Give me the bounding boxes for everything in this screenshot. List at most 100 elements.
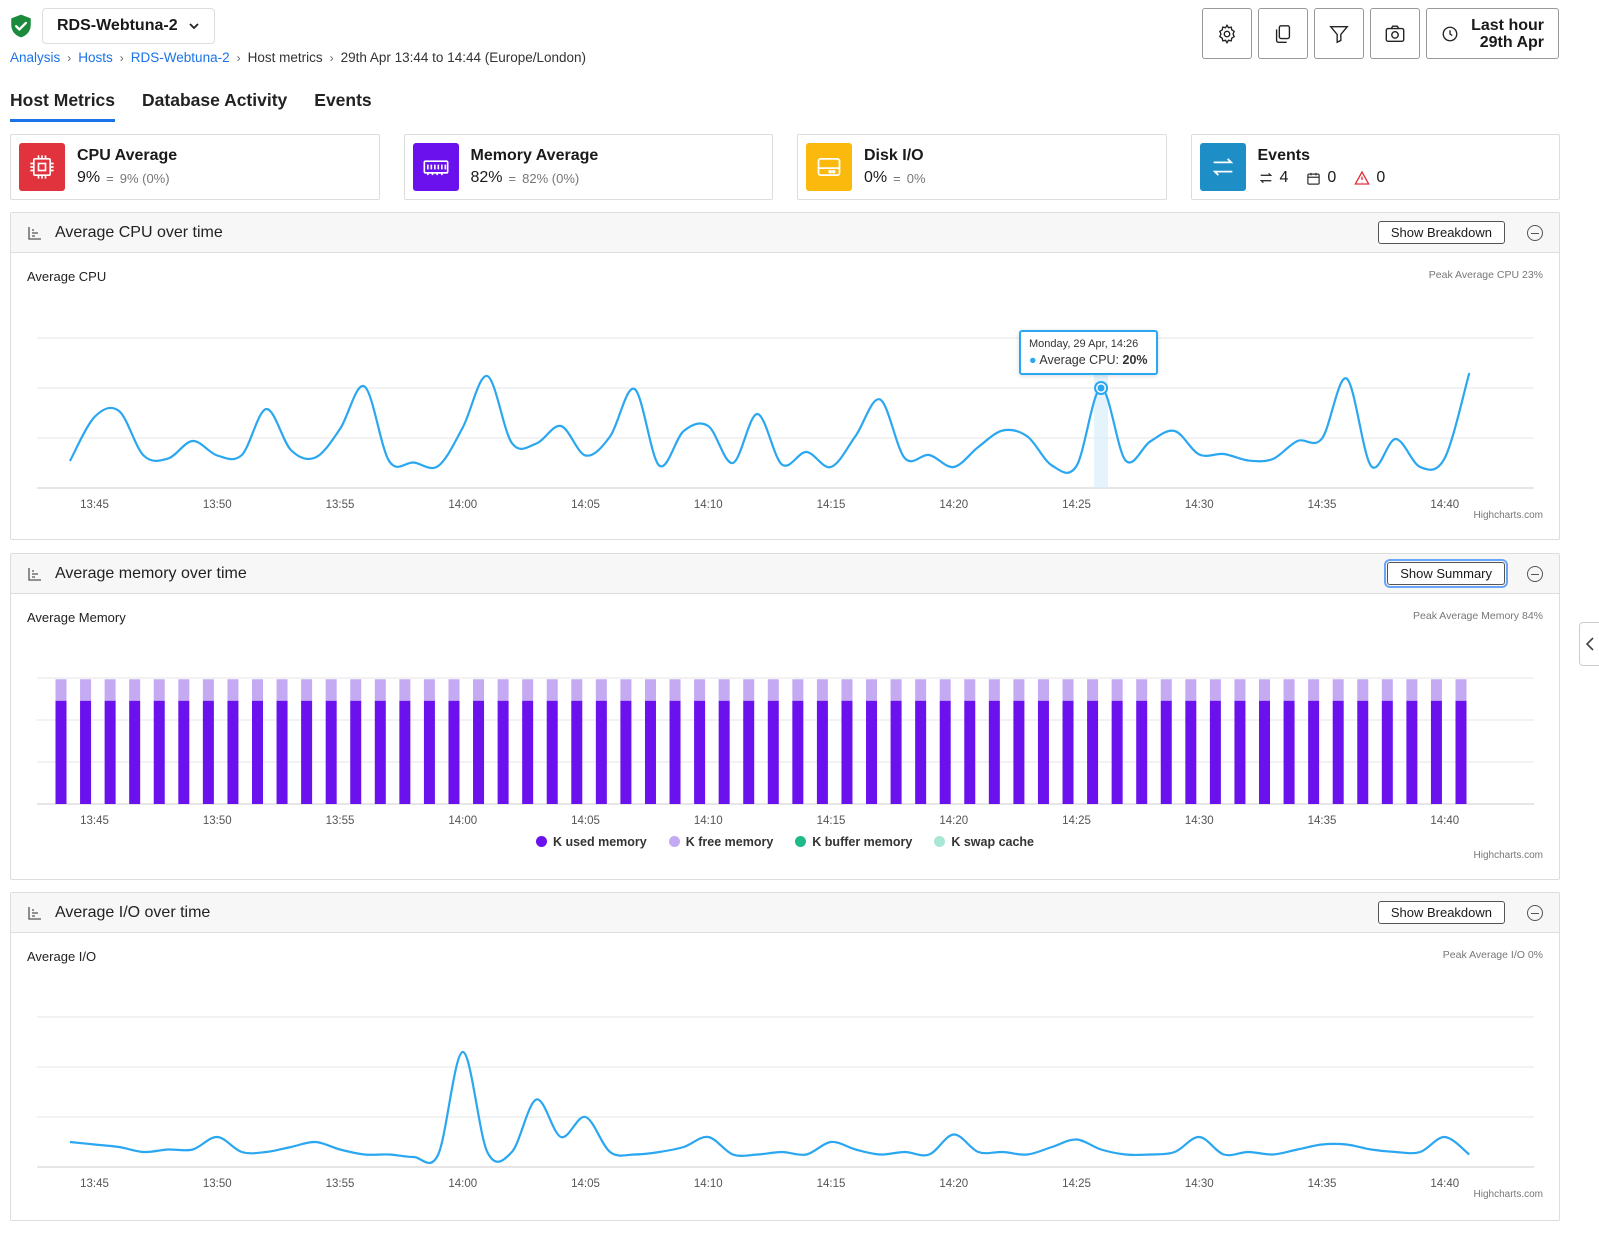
legend-item[interactable]: K free memory	[668, 835, 773, 849]
swap-arrows-icon	[1212, 158, 1233, 176]
chevron-right-icon: ›	[67, 50, 72, 65]
filter-button[interactable]	[1314, 8, 1365, 59]
collapse-icon[interactable]	[1527, 224, 1543, 241]
events-card[interactable]: Events 4 0 0	[1190, 134, 1560, 200]
bar-segment	[1136, 700, 1148, 804]
bar-segment	[1062, 700, 1074, 804]
bar-segment	[227, 679, 239, 701]
bar-segment	[767, 679, 779, 701]
bar-segment	[1062, 679, 1074, 701]
legend-label: K swap cache	[951, 835, 1035, 849]
io-panel: Average I/O over time Show Breakdown Ave…	[10, 892, 1560, 1221]
breadcrumb-host[interactable]: RDS-Webtuna-2	[130, 50, 230, 65]
bar-segment	[1455, 679, 1467, 701]
event-scheduled: 0	[1306, 169, 1336, 187]
disk-io-card[interactable]: Disk I/O 0% = 0%	[797, 134, 1167, 200]
panel-title: Average I/O over time	[55, 903, 211, 921]
bar-segment	[1259, 679, 1271, 701]
chart-title: Average I/O	[27, 949, 97, 964]
bar-segment	[80, 700, 92, 804]
bar-segment	[1332, 700, 1344, 804]
panel-title: Average memory over time	[55, 564, 247, 582]
x-tick-label: 14:40	[1430, 815, 1459, 827]
chevron-right-icon: ›	[119, 50, 124, 65]
bar-segment	[473, 679, 485, 701]
hover-band	[1094, 338, 1109, 488]
copy-button[interactable]	[1258, 8, 1309, 59]
time-range-button[interactable]: Last hour 29th Apr	[1426, 8, 1559, 59]
legend-item[interactable]: K buffer memory	[795, 835, 912, 849]
card-title: CPU Average	[77, 147, 178, 164]
legend-dot	[535, 836, 547, 847]
bar-segment	[325, 679, 337, 701]
show-breakdown-button[interactable]: Show Breakdown	[1377, 901, 1505, 924]
legend-item[interactable]: K used memory	[535, 835, 647, 849]
settings-button[interactable]	[1202, 8, 1253, 59]
bar-segment	[1111, 700, 1123, 804]
bar-segment	[1283, 679, 1295, 701]
cpu-average-card[interactable]: CPU Average 9% = 9% (0%)	[10, 134, 380, 200]
card-subvalue: 82% (0%)	[522, 170, 580, 186]
collapse-icon[interactable]	[1527, 565, 1543, 582]
breadcrumb-analysis[interactable]: Analysis	[10, 50, 61, 65]
collapse-icon[interactable]	[1527, 904, 1543, 921]
legend-dot	[668, 836, 680, 847]
toolbar: Last hour 29th Apr	[1202, 8, 1559, 59]
cpu-line-chart[interactable]: 13:45 13:50 13:55 14:00 14:05 14:10 14:15 14:20…	[11, 293, 1561, 523]
x-tick-label: 14:25	[1062, 499, 1091, 511]
screenshot-button[interactable]	[1370, 8, 1421, 59]
chart-legend: K used memory K free memory K buffer memor…	[11, 835, 1559, 849]
legend-dot	[795, 836, 807, 847]
memory-average-card[interactable]: Memory Average 82% = 82% (0%)	[403, 134, 773, 200]
show-breakdown-button[interactable]: Show Breakdown	[1377, 221, 1505, 244]
tooltip-series-dot: ●	[1029, 353, 1037, 367]
memory-bar-chart[interactable]: 13:45 13:50 13:55 14:00 14:05 14:10 14:15 14:20…	[11, 634, 1561, 829]
chart-peak-label: Peak Average Memory 84%	[1413, 610, 1543, 622]
bar-segment	[743, 700, 755, 804]
highcharts-credit[interactable]: Highcharts.com	[1473, 850, 1543, 861]
legend-item[interactable]: K swap cache	[934, 835, 1034, 849]
bar-segment	[718, 700, 730, 804]
tab-database-activity[interactable]: Database Activity	[142, 90, 288, 110]
bar-segment	[227, 700, 239, 804]
bar-segment	[718, 679, 730, 701]
disk-icon-tile	[806, 143, 852, 191]
x-tick-label: 14:35	[1308, 499, 1337, 511]
bar-segment	[1430, 679, 1442, 701]
x-tick-label: 14:40	[1430, 1178, 1459, 1190]
bar-segment	[497, 679, 509, 701]
bar-segment	[866, 679, 878, 701]
side-panel-toggle[interactable]	[1579, 622, 1599, 666]
bar-segment	[1406, 700, 1418, 804]
x-tick-label: 14:35	[1308, 815, 1337, 827]
x-tick-label: 14:10	[694, 815, 723, 827]
memory-panel: Average memory over time Show Summary Av…	[10, 553, 1560, 880]
calendar-icon	[1307, 172, 1321, 185]
x-tick-label: 14:30	[1185, 499, 1214, 511]
tab-host-metrics[interactable]: Host Metrics	[10, 90, 116, 122]
highcharts-credit[interactable]: Highcharts.com	[1473, 1189, 1543, 1200]
x-tick-label: 14:10	[694, 1178, 723, 1190]
io-line-chart[interactable]: 13:45 13:50 13:55 14:00 14:05 14:10 14:15 14:20…	[11, 973, 1561, 1193]
memory-icon-tile	[412, 143, 459, 191]
x-tick-label: 13:50	[203, 815, 232, 827]
card-subvalue: 0%	[906, 170, 926, 186]
card-title: Memory Average	[470, 147, 599, 164]
bar-segment	[1234, 700, 1246, 804]
bar-segment	[129, 700, 141, 804]
breadcrumb-hosts[interactable]: Hosts	[78, 50, 113, 65]
x-tick-label: 14:35	[1308, 1178, 1337, 1190]
bar-segment	[1234, 679, 1246, 701]
host-dropdown-button[interactable]: RDS-Webtuna-2	[42, 8, 215, 44]
panel-header: Average memory over time Show Summary	[11, 554, 1559, 594]
bar-segment	[399, 679, 411, 701]
tab-events[interactable]: Events	[314, 90, 372, 110]
show-summary-button[interactable]: Show Summary	[1384, 559, 1508, 588]
x-tick-label: 14:00	[448, 1178, 477, 1190]
card-value: 82%	[470, 169, 503, 186]
highcharts-credit[interactable]: Highcharts.com	[1473, 510, 1543, 521]
chart-peak-label: Peak Average I/O 0%	[1442, 949, 1543, 961]
events-icon-tile	[1199, 143, 1246, 191]
x-tick-label: 14:00	[448, 499, 477, 511]
bar-segment	[276, 700, 288, 804]
